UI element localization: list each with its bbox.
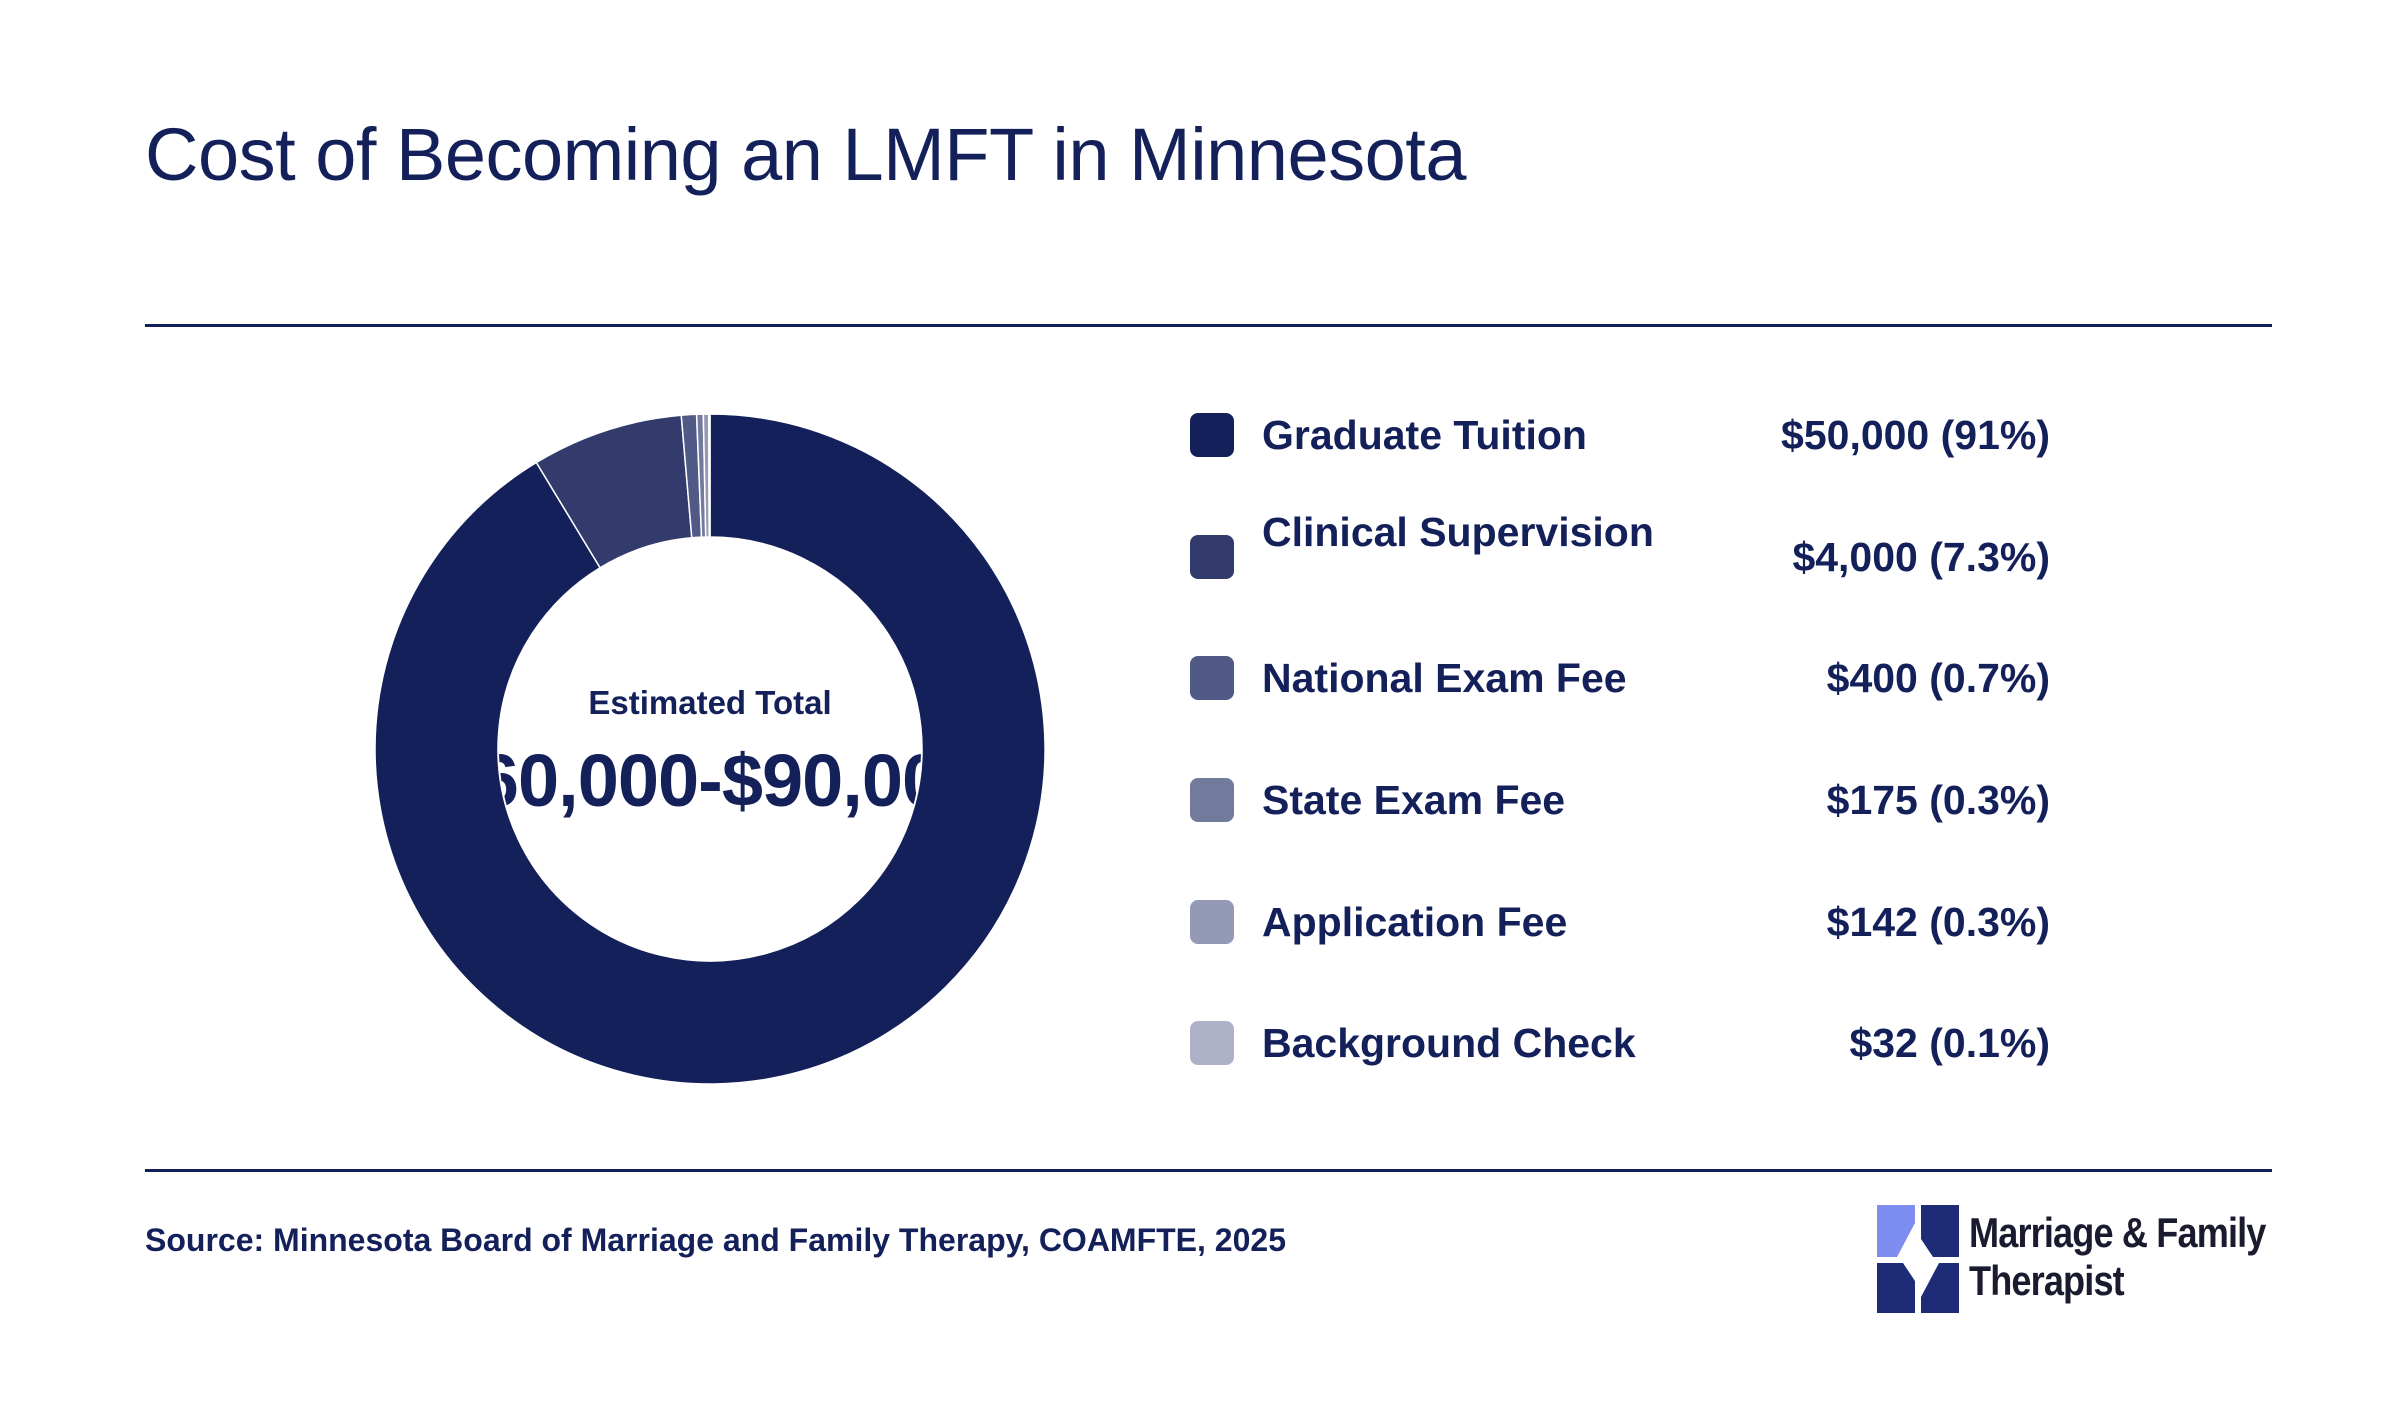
top-divider xyxy=(145,324,2272,327)
legend-swatch xyxy=(1190,1021,1234,1065)
legend-label: Graduate Tuition xyxy=(1262,412,1587,458)
legend-label: State Exam Fee xyxy=(1262,777,1566,823)
legend-swatch xyxy=(1190,778,1234,822)
donut-slice-background-check xyxy=(708,413,711,538)
legend-value: $175 (0.3%) xyxy=(1826,777,2050,823)
legend-swatch xyxy=(1190,413,1234,457)
legend-value: $142 (0.3%) xyxy=(1826,899,2050,945)
legend-item: State Exam Fee $175 (0.3%) xyxy=(1190,745,2050,855)
bottom-divider xyxy=(145,1169,2272,1172)
legend-label: National Exam Fee xyxy=(1262,655,1627,701)
logo-text: Marriage & Family Therapist xyxy=(1969,1209,2266,1305)
legend-item: Background Check $32 (0.1%) xyxy=(1190,988,2050,1098)
chart-title: Cost of Becoming an LMFT in Minnesota xyxy=(145,113,1466,196)
legend-item: National Exam Fee $400 (0.7%) xyxy=(1190,623,2050,733)
legend-item: Graduate Tuition $50,000 (91%) xyxy=(1190,380,2050,490)
legend-swatch xyxy=(1190,900,1234,944)
legend-value: $400 (0.7%) xyxy=(1826,655,2050,701)
donut-slice-graduate-tuition xyxy=(374,413,1046,1085)
legend-label: Background Check xyxy=(1262,1020,1636,1066)
brand-logo: Marriage & Family Therapist xyxy=(1877,1205,2272,1320)
legend-value: $32 (0.1%) xyxy=(1849,1020,2050,1066)
donut-chart: Estimated Total $60,000-$90,000 xyxy=(374,413,1046,1085)
legend-swatch xyxy=(1190,656,1234,700)
legend-item: Application Fee $142 (0.3%) xyxy=(1190,867,2050,977)
legend-value: $50,000 (91%) xyxy=(1781,412,2050,458)
donut-center: Estimated Total $60,000-$90,000 xyxy=(499,538,921,960)
legend-item: Clinical Supervision $4,000 (7.3%) xyxy=(1190,502,2050,612)
donut-svg xyxy=(374,413,1046,1085)
source-note: Source: Minnesota Board of Marriage and … xyxy=(145,1222,1286,1258)
legend-swatch xyxy=(1190,535,1234,579)
logo-line-1: Marriage & Family xyxy=(1969,1209,2266,1256)
legend-value: $4,000 (7.3%) xyxy=(1792,534,2050,580)
center-label: Estimated Total xyxy=(588,684,832,721)
logo-mark-icon xyxy=(1877,1205,1959,1313)
logo-line-2: Therapist xyxy=(1969,1257,2125,1304)
legend-label: Clinical Supervision xyxy=(1262,509,1654,555)
legend-label: Application Fee xyxy=(1262,899,1568,945)
center-value: $60,000-$90,000 xyxy=(499,739,921,822)
